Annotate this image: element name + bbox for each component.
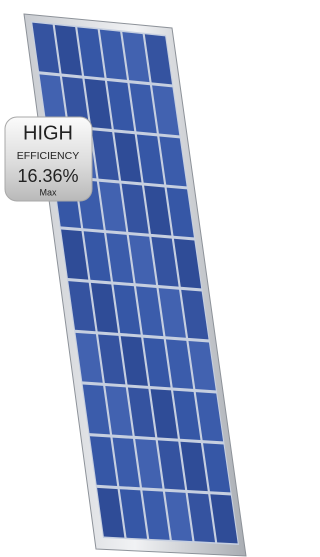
badge-note: Max	[39, 187, 57, 197]
badge-value: 16.36%	[17, 166, 78, 186]
badge-title: HIGH	[23, 122, 73, 144]
badge-subtitle: EFFICIENCY	[17, 150, 79, 162]
scene: HIGH EFFICIENCY 16.36% Max	[0, 0, 248, 557]
page: {"badge": {"title": "HIGH", "subtitle": …	[0, 0, 248, 557]
body: HIGH EFFICIENCY 16.36% Max (() => { cons…	[0, 0, 248, 557]
